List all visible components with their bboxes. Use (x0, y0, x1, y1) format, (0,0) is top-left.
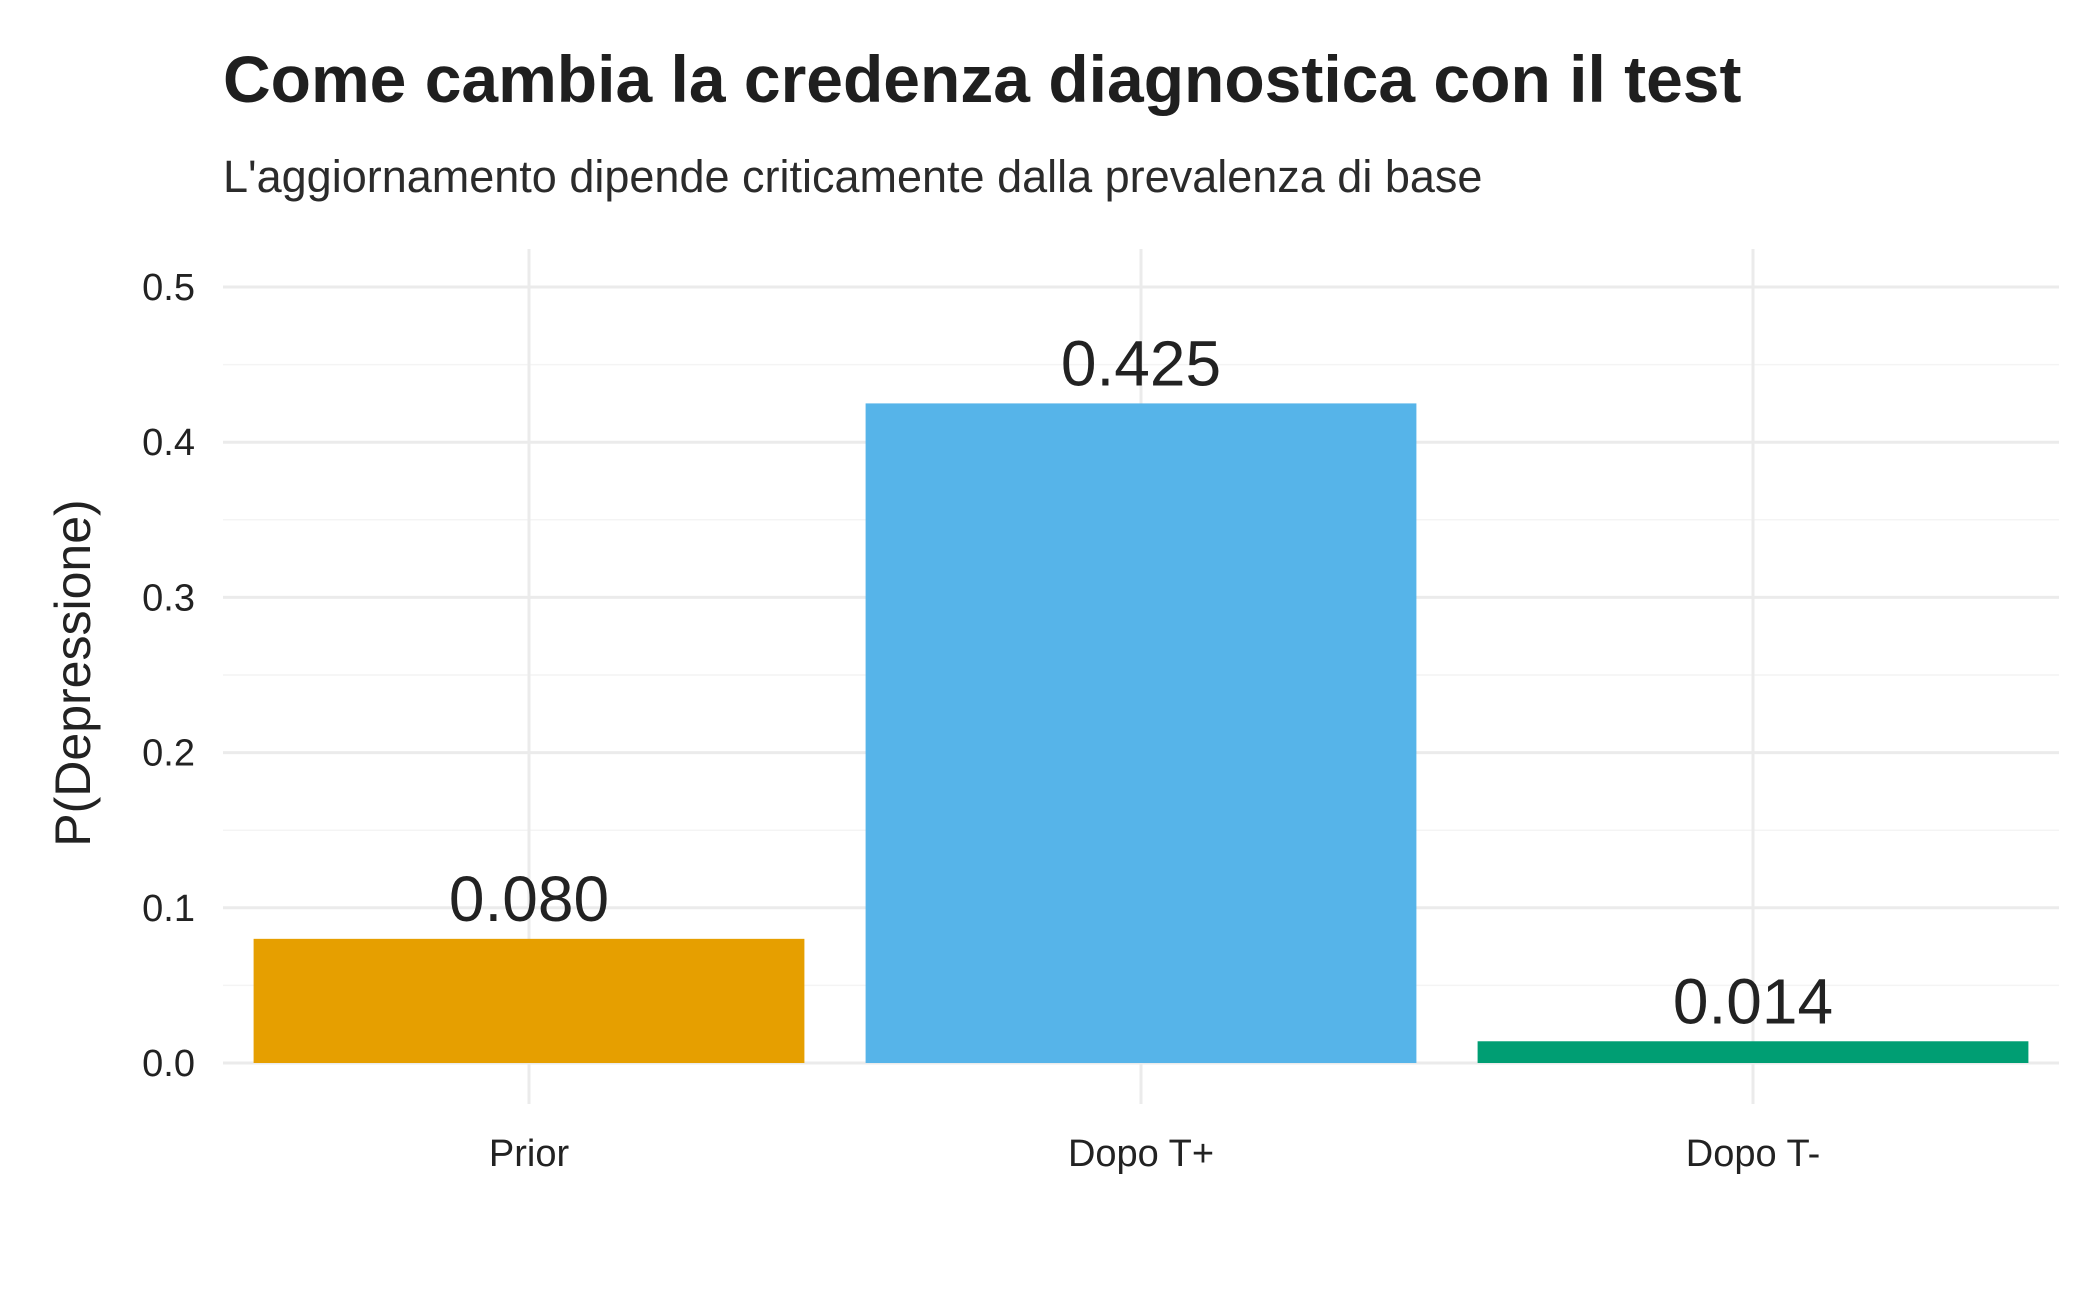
y-axis-label: P(Depressione) (45, 499, 101, 846)
data-label: 0.080 (449, 863, 609, 935)
x-tick-label: Dopo T- (1686, 1133, 1820, 1175)
x-tick-label: Dopo T+ (1068, 1133, 1214, 1175)
y-tick-label: 0.5 (142, 267, 195, 309)
bar-dopo-t- (865, 403, 1417, 1063)
y-tick-label: 0.2 (142, 733, 195, 775)
y-tick-label: 0.0 (142, 1043, 195, 1085)
bar-prior (253, 938, 805, 1063)
y-tick-label: 0.1 (142, 888, 195, 930)
data-label: 0.014 (1673, 965, 1833, 1037)
bars (253, 403, 2029, 1063)
y-tick-label: 0.4 (142, 422, 195, 464)
data-label: 0.425 (1061, 327, 1221, 399)
y-tick-label: 0.3 (142, 577, 195, 619)
y-axis-ticks: 0.0 0.1 0.2 0.3 0.4 0.5 (142, 267, 195, 1085)
bar-dopo-t- (1477, 1041, 2029, 1063)
data-labels: 0.080 0.425 0.014 (449, 327, 1833, 1037)
chart-subtitle: L'aggiornamento dipende criticamente dal… (223, 151, 1482, 202)
chart-title: Come cambia la credenza diagnostica con … (223, 42, 1742, 116)
x-tick-label: Prior (489, 1133, 570, 1175)
x-axis-ticks: Prior Dopo T+ Dopo T- (489, 1133, 1820, 1175)
